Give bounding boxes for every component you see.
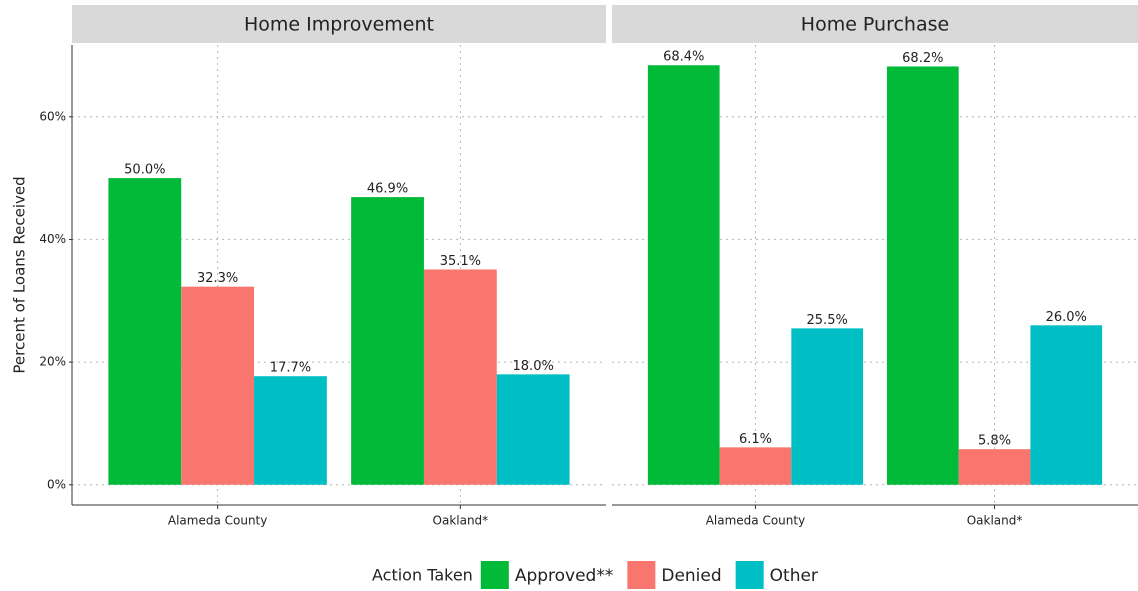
x-tick-label: Oakland* xyxy=(967,514,1023,528)
data-label: 6.1% xyxy=(739,432,772,447)
legend: Action Taken Approved** Denied Other xyxy=(372,561,818,589)
y-tick-label: 40% xyxy=(39,232,66,246)
data-label: 25.5% xyxy=(807,313,848,328)
legend-label: Denied xyxy=(661,566,721,586)
y-tick-label: 60% xyxy=(39,109,66,123)
legend-swatch xyxy=(627,561,656,589)
data-label: 68.2% xyxy=(902,51,943,66)
data-label: 17.7% xyxy=(270,361,311,376)
bar xyxy=(647,65,720,485)
y-axis-label: Percent of Loans Received xyxy=(11,176,29,373)
data-label: 26.0% xyxy=(1046,310,1087,325)
data-label: 32.3% xyxy=(197,271,238,286)
strip xyxy=(72,5,606,43)
bar xyxy=(496,374,570,485)
bar xyxy=(1030,325,1103,485)
strip xyxy=(612,5,1138,43)
bar xyxy=(254,376,327,485)
legend-swatch xyxy=(480,561,509,589)
data-label: 68.4% xyxy=(663,50,704,65)
x-tick-label: Alameda County xyxy=(168,514,268,528)
legend-title: Action Taken xyxy=(372,566,473,585)
bar xyxy=(791,328,864,485)
bar xyxy=(423,269,497,485)
bar xyxy=(108,178,182,485)
y-tick-label: 20% xyxy=(39,355,66,369)
bar xyxy=(181,286,255,485)
panel-title: Home Improvement xyxy=(244,14,434,36)
x-tick-label: Oakland* xyxy=(433,514,489,528)
data-label: 5.8% xyxy=(978,434,1011,449)
bar xyxy=(351,197,424,485)
bar xyxy=(886,66,959,485)
bar xyxy=(958,449,1031,485)
panel-title: Home Purchase xyxy=(801,14,949,36)
y-tick-label: 0% xyxy=(47,477,66,491)
data-label: 35.1% xyxy=(440,254,481,269)
x-tick-label: Alameda County xyxy=(706,514,806,528)
legend-label: Approved** xyxy=(515,566,614,586)
data-label: 18.0% xyxy=(513,359,554,374)
bar xyxy=(719,447,792,485)
data-label: 46.9% xyxy=(367,182,408,197)
data-label: 50.0% xyxy=(124,163,165,178)
legend-label: Other xyxy=(770,566,818,586)
legend-swatch xyxy=(735,561,764,589)
